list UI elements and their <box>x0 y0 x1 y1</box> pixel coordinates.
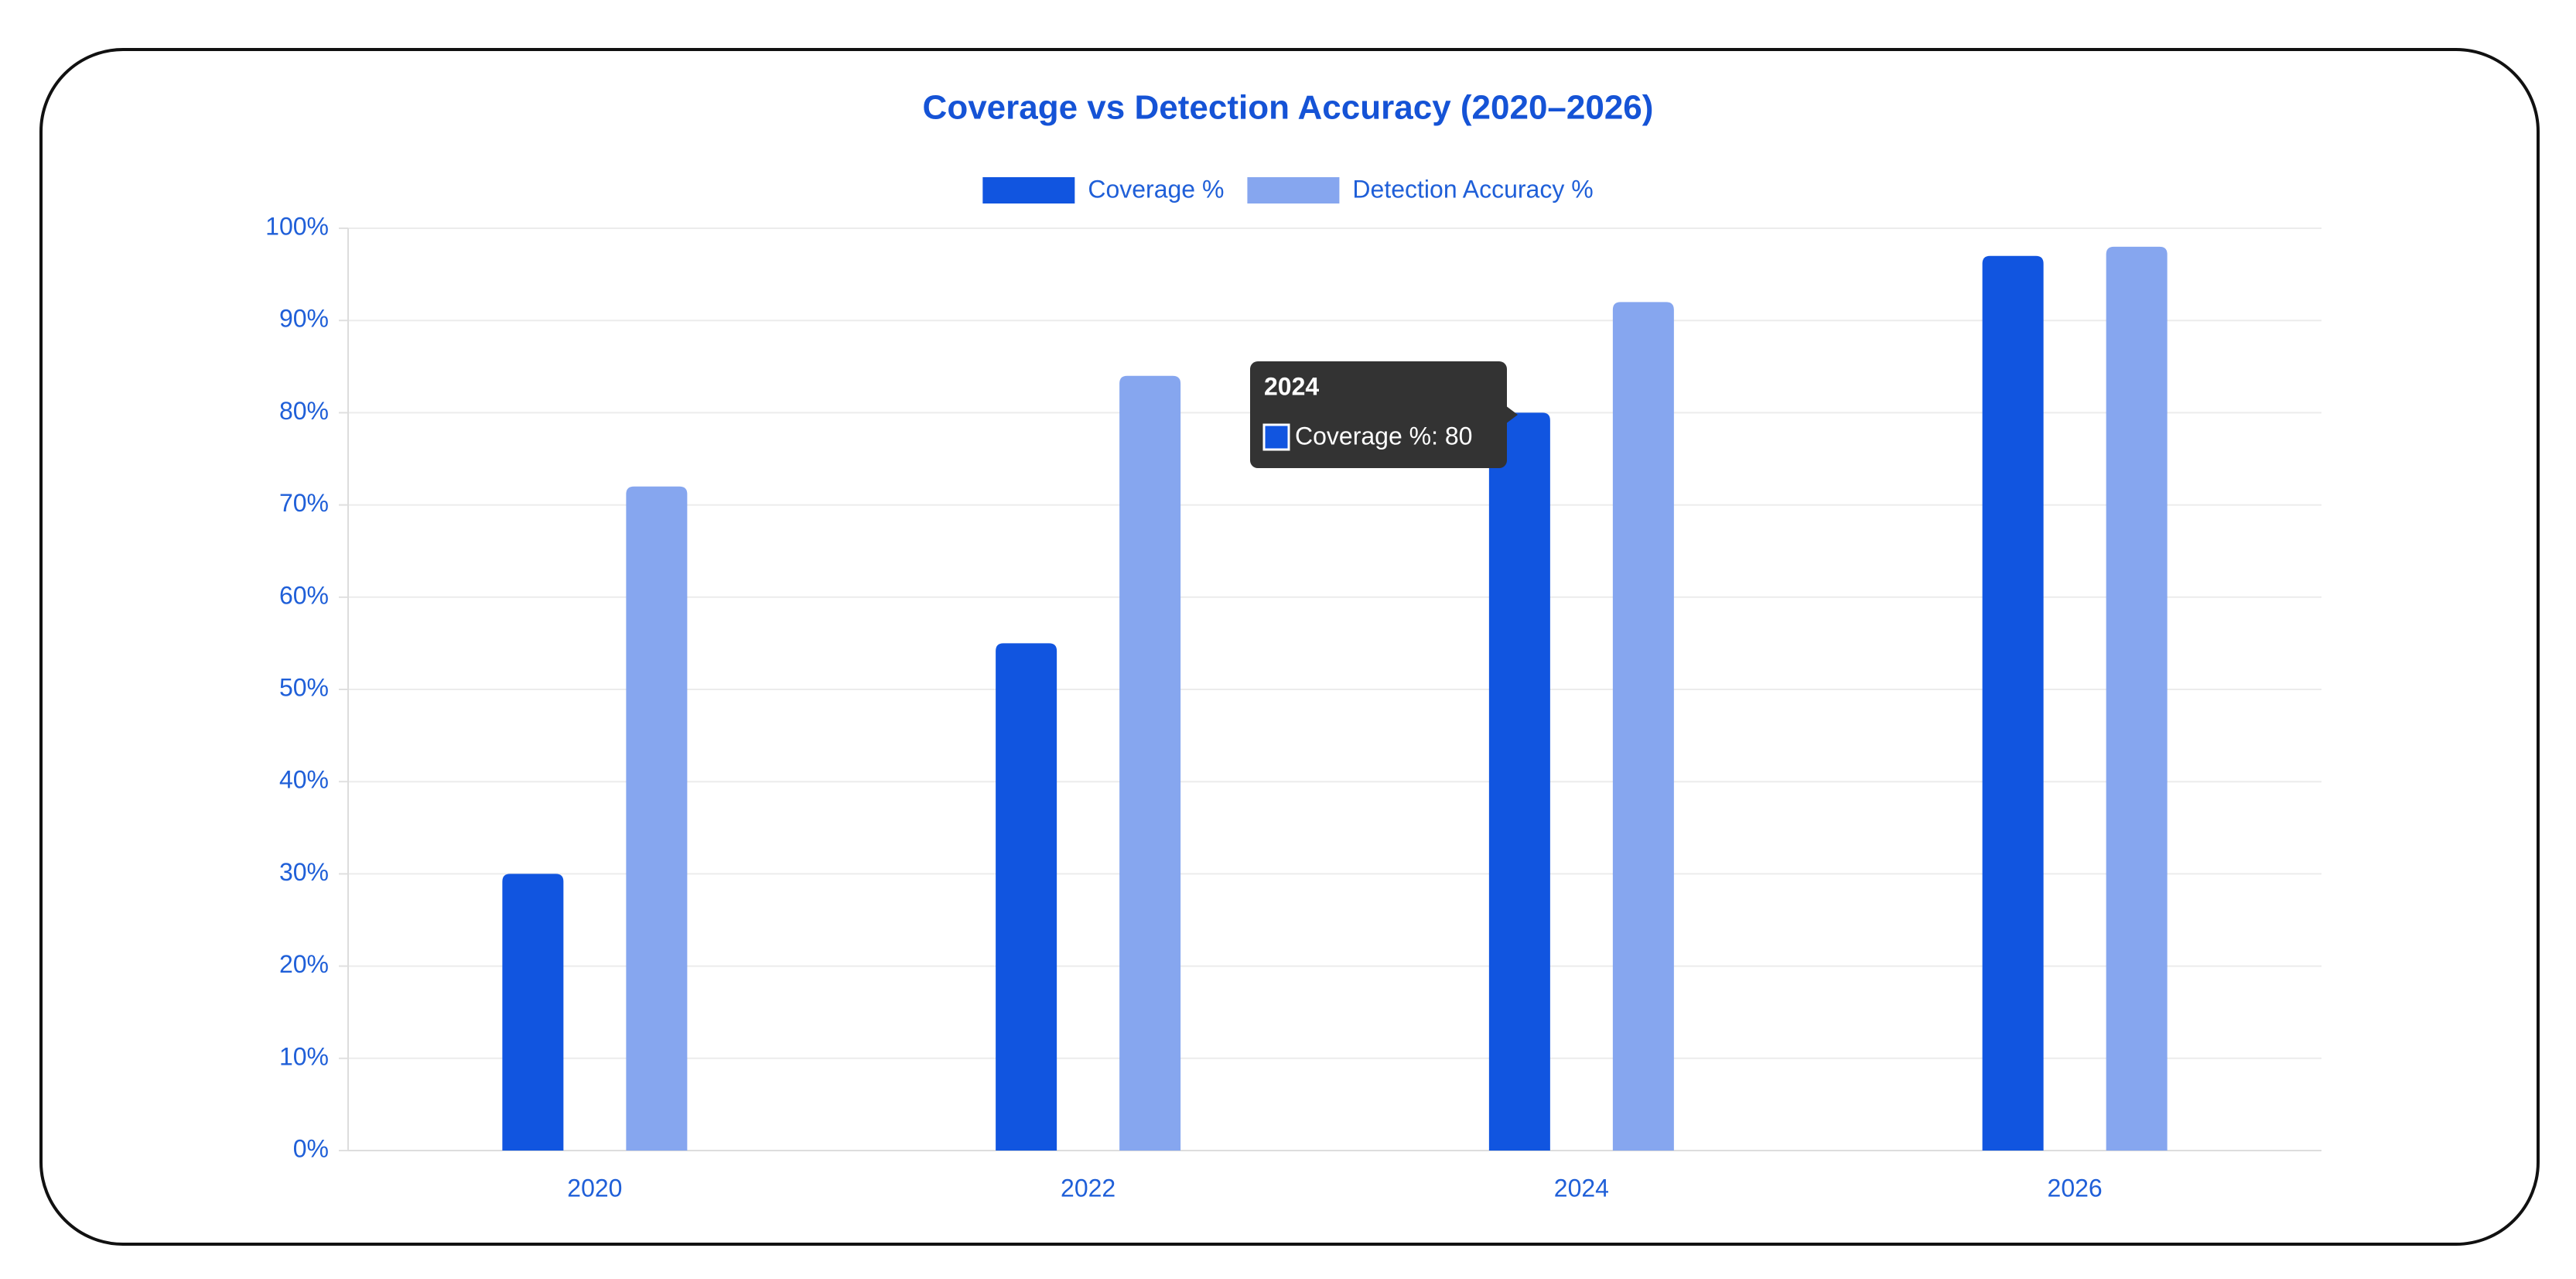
y-tick-label: 0% <box>293 1134 329 1162</box>
chart-title: Coverage vs Detection Accuracy (2020–202… <box>923 89 1654 127</box>
tooltip-caret <box>1505 405 1518 424</box>
legend: Coverage % Detection Accuracy % <box>982 175 1594 203</box>
bar <box>1488 412 1550 1151</box>
y-tick-label: 20% <box>279 950 329 978</box>
bar <box>1982 255 2044 1151</box>
x-tick-label: 2026 <box>2048 1174 2103 1202</box>
y-tick-label: 60% <box>279 581 329 609</box>
y-tick-label: 40% <box>279 766 329 794</box>
bar <box>1612 302 1674 1151</box>
tooltip-title: 2024 <box>1264 372 1319 400</box>
y-tick-label: 90% <box>279 305 329 333</box>
tooltip-swatch <box>1262 423 1290 451</box>
x-tick-label: 2022 <box>1061 1174 1115 1202</box>
y-tick-label: 10% <box>279 1042 329 1070</box>
legend-swatch <box>982 177 1075 203</box>
y-tick-label: 100% <box>265 212 329 240</box>
y-tick-label: 50% <box>279 673 329 701</box>
plot-area: 0% 10% 20% 30% 40% 50% 60% 70% 80% 90% 100% 2020 202… <box>265 212 2321 1202</box>
bar <box>996 643 1057 1151</box>
y-tick-label: 70% <box>279 489 329 517</box>
bar <box>2106 246 2168 1151</box>
y-tick-label: 80% <box>279 397 329 425</box>
legend-item: Detection Accuracy % <box>1247 175 1594 203</box>
y-tick-label: 30% <box>279 858 329 886</box>
legend-swatch <box>1247 177 1340 203</box>
x-tick-label: 2020 <box>567 1174 622 1202</box>
tooltip-label: Coverage %: 80 <box>1295 422 1472 450</box>
x-tick-label: 2024 <box>1554 1174 1609 1202</box>
legend-item: Coverage % <box>982 175 1224 203</box>
bar <box>626 486 688 1151</box>
bar <box>1119 375 1181 1151</box>
tooltip-box <box>1250 361 1507 468</box>
legend-label: Detection Accuracy % <box>1352 175 1593 203</box>
bar <box>502 874 564 1151</box>
tooltip: 2024 Coverage %: 80 <box>1250 361 1518 468</box>
legend-label: Coverage % <box>1088 175 1224 203</box>
